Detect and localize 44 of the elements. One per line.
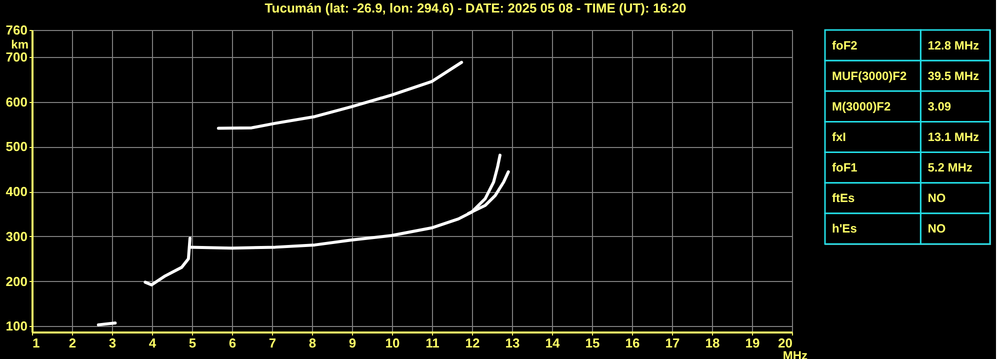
x-tick-label: 5	[188, 336, 196, 350]
y-tick-label: 300	[6, 228, 28, 244]
y-tick-label: 400	[6, 184, 28, 200]
x-tick-label: 4	[148, 336, 157, 350]
x-tick-label: 3	[108, 336, 116, 350]
x-tick-label: 11	[426, 336, 440, 350]
text: NO	[928, 222, 946, 236]
text: M(3000)F2	[832, 99, 892, 114]
x-tick-label: 9	[348, 336, 356, 350]
text: foF2	[832, 38, 858, 52]
text: 12.8 MHz	[928, 38, 980, 52]
text: fxI	[832, 130, 846, 144]
y-tick-label: 200	[6, 274, 28, 289]
text: 39.5 MHz	[928, 68, 980, 83]
y-tick-label: 500	[6, 139, 28, 154]
text: foF1	[832, 160, 858, 175]
x-tick-label: 1	[32, 336, 40, 350]
y-tick-label: 600	[6, 94, 28, 110]
y-axis-title: km	[11, 38, 28, 52]
text: 5.2 MHz	[928, 160, 972, 175]
text: 3.09	[928, 99, 952, 114]
x-tick-label: 8	[308, 336, 316, 350]
text: MUF(3000)F2	[832, 68, 908, 83]
x-tick-label: 10	[385, 336, 400, 350]
x-tick-label: 15	[585, 336, 600, 350]
y-tick-label: 700	[6, 49, 28, 64]
x-tick-label: 2	[68, 336, 76, 350]
x-tick-label: 7	[268, 336, 276, 350]
chart-title: Tucumán (lat: -26.9, lon: 294.6) - DATE: 2025 05 08 - TIME (UT): 16:20	[264, 0, 686, 16]
x-tick-label: 14	[545, 336, 560, 350]
x-tick-label: 19	[745, 336, 760, 350]
x-tick-label: 18	[705, 336, 720, 350]
text: ftEs	[832, 191, 855, 206]
y-tick-label: 760	[6, 22, 28, 38]
y-tick-label: 100	[6, 318, 28, 334]
text: h'Es	[832, 222, 858, 236]
x-tick-label: 12	[465, 336, 480, 350]
x-tick-label: 17	[665, 336, 680, 350]
text: 13.1 MHz	[928, 130, 980, 144]
x-tick-label: 13	[505, 336, 520, 350]
x-tick-label: 20	[778, 336, 792, 350]
text: NO	[928, 191, 946, 206]
x-tick-label: 6	[228, 336, 236, 350]
x-tick-label: 16	[625, 336, 640, 350]
